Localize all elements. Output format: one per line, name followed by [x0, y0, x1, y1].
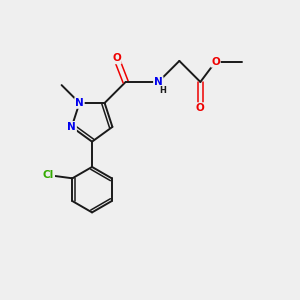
- Text: O: O: [211, 57, 220, 67]
- Text: O: O: [196, 103, 205, 113]
- Text: H: H: [159, 86, 166, 95]
- Text: N: N: [75, 98, 84, 108]
- Text: Cl: Cl: [43, 170, 54, 180]
- Text: N: N: [154, 77, 163, 87]
- Text: N: N: [67, 122, 76, 132]
- Text: O: O: [112, 53, 121, 63]
